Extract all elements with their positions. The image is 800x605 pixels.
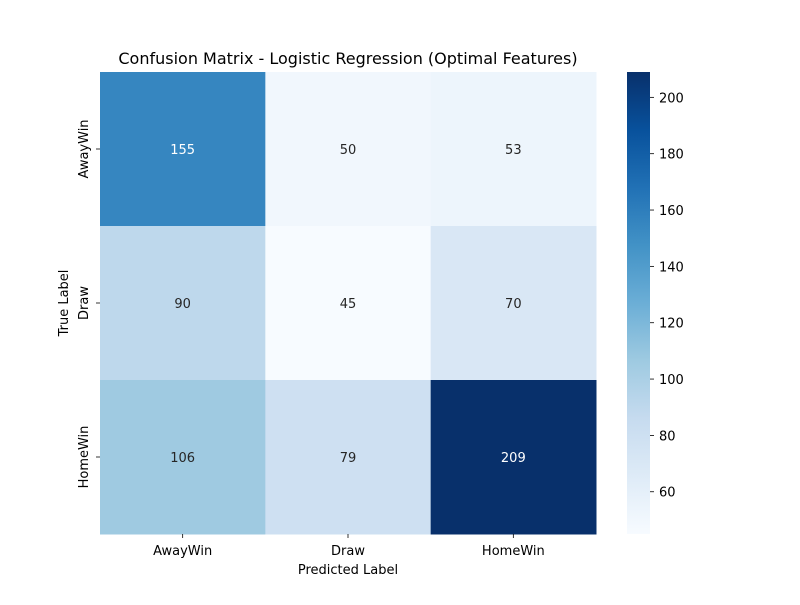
heatmap-cell: [430, 226, 597, 381]
heatmap-cell-labels: 155 50 53 90 45 70 106 79 209: [170, 143, 525, 466]
heatmap-cell: [430, 72, 597, 227]
colorbar-tick-label: 180: [659, 148, 684, 163]
colorbar-tick-label: 80: [659, 429, 676, 444]
cell-value-label: 106: [170, 451, 195, 466]
x-tick-label: Draw: [331, 544, 365, 559]
heatmap-cell: [265, 380, 432, 535]
heatmap-cell: [265, 72, 432, 227]
y-axis-ticks: AwayWin Draw HomeWin: [77, 119, 100, 488]
cell-value-label: 79: [340, 451, 357, 466]
cell-value-label: 70: [505, 297, 522, 312]
colorbar-tick-label: 160: [659, 204, 684, 219]
chart-title: Confusion Matrix - Logistic Regression (…: [118, 49, 577, 68]
heatmap-cell: [100, 226, 266, 381]
colorbar-ticks: 60 80 100 120 140 160 180 200: [650, 91, 684, 501]
cell-value-label: 45: [340, 297, 357, 312]
y-axis-label: True Label: [57, 270, 72, 338]
x-axis-label: Predicted Label: [298, 563, 398, 578]
heatmap-cell: [100, 380, 266, 535]
cell-value-label: 209: [501, 451, 526, 466]
heatmap-cells: [100, 72, 597, 535]
colorbar-tick-label: 120: [659, 317, 684, 332]
colorbar: [627, 72, 650, 534]
colorbar-tick-label: 60: [659, 486, 676, 501]
colorbar-tick-label: 140: [659, 260, 684, 275]
cell-value-label: 90: [174, 297, 191, 312]
cell-value-label: 53: [505, 143, 522, 158]
y-tick-label: HomeWin: [77, 426, 92, 489]
colorbar-tick-label: 100: [659, 373, 684, 388]
cell-value-label: 50: [340, 143, 357, 158]
heatmap-cell: [100, 72, 266, 227]
y-tick-label: Draw: [77, 286, 92, 320]
heatmap-cell: [430, 380, 597, 535]
x-tick-label: AwayWin: [153, 544, 212, 559]
cell-value-label: 155: [170, 143, 195, 158]
colorbar-tick-label: 200: [659, 91, 684, 106]
heatmap-cell: [265, 226, 432, 381]
x-axis-ticks: AwayWin Draw HomeWin: [153, 534, 545, 559]
y-tick-label: AwayWin: [77, 119, 92, 178]
x-tick-label: HomeWin: [482, 544, 545, 559]
